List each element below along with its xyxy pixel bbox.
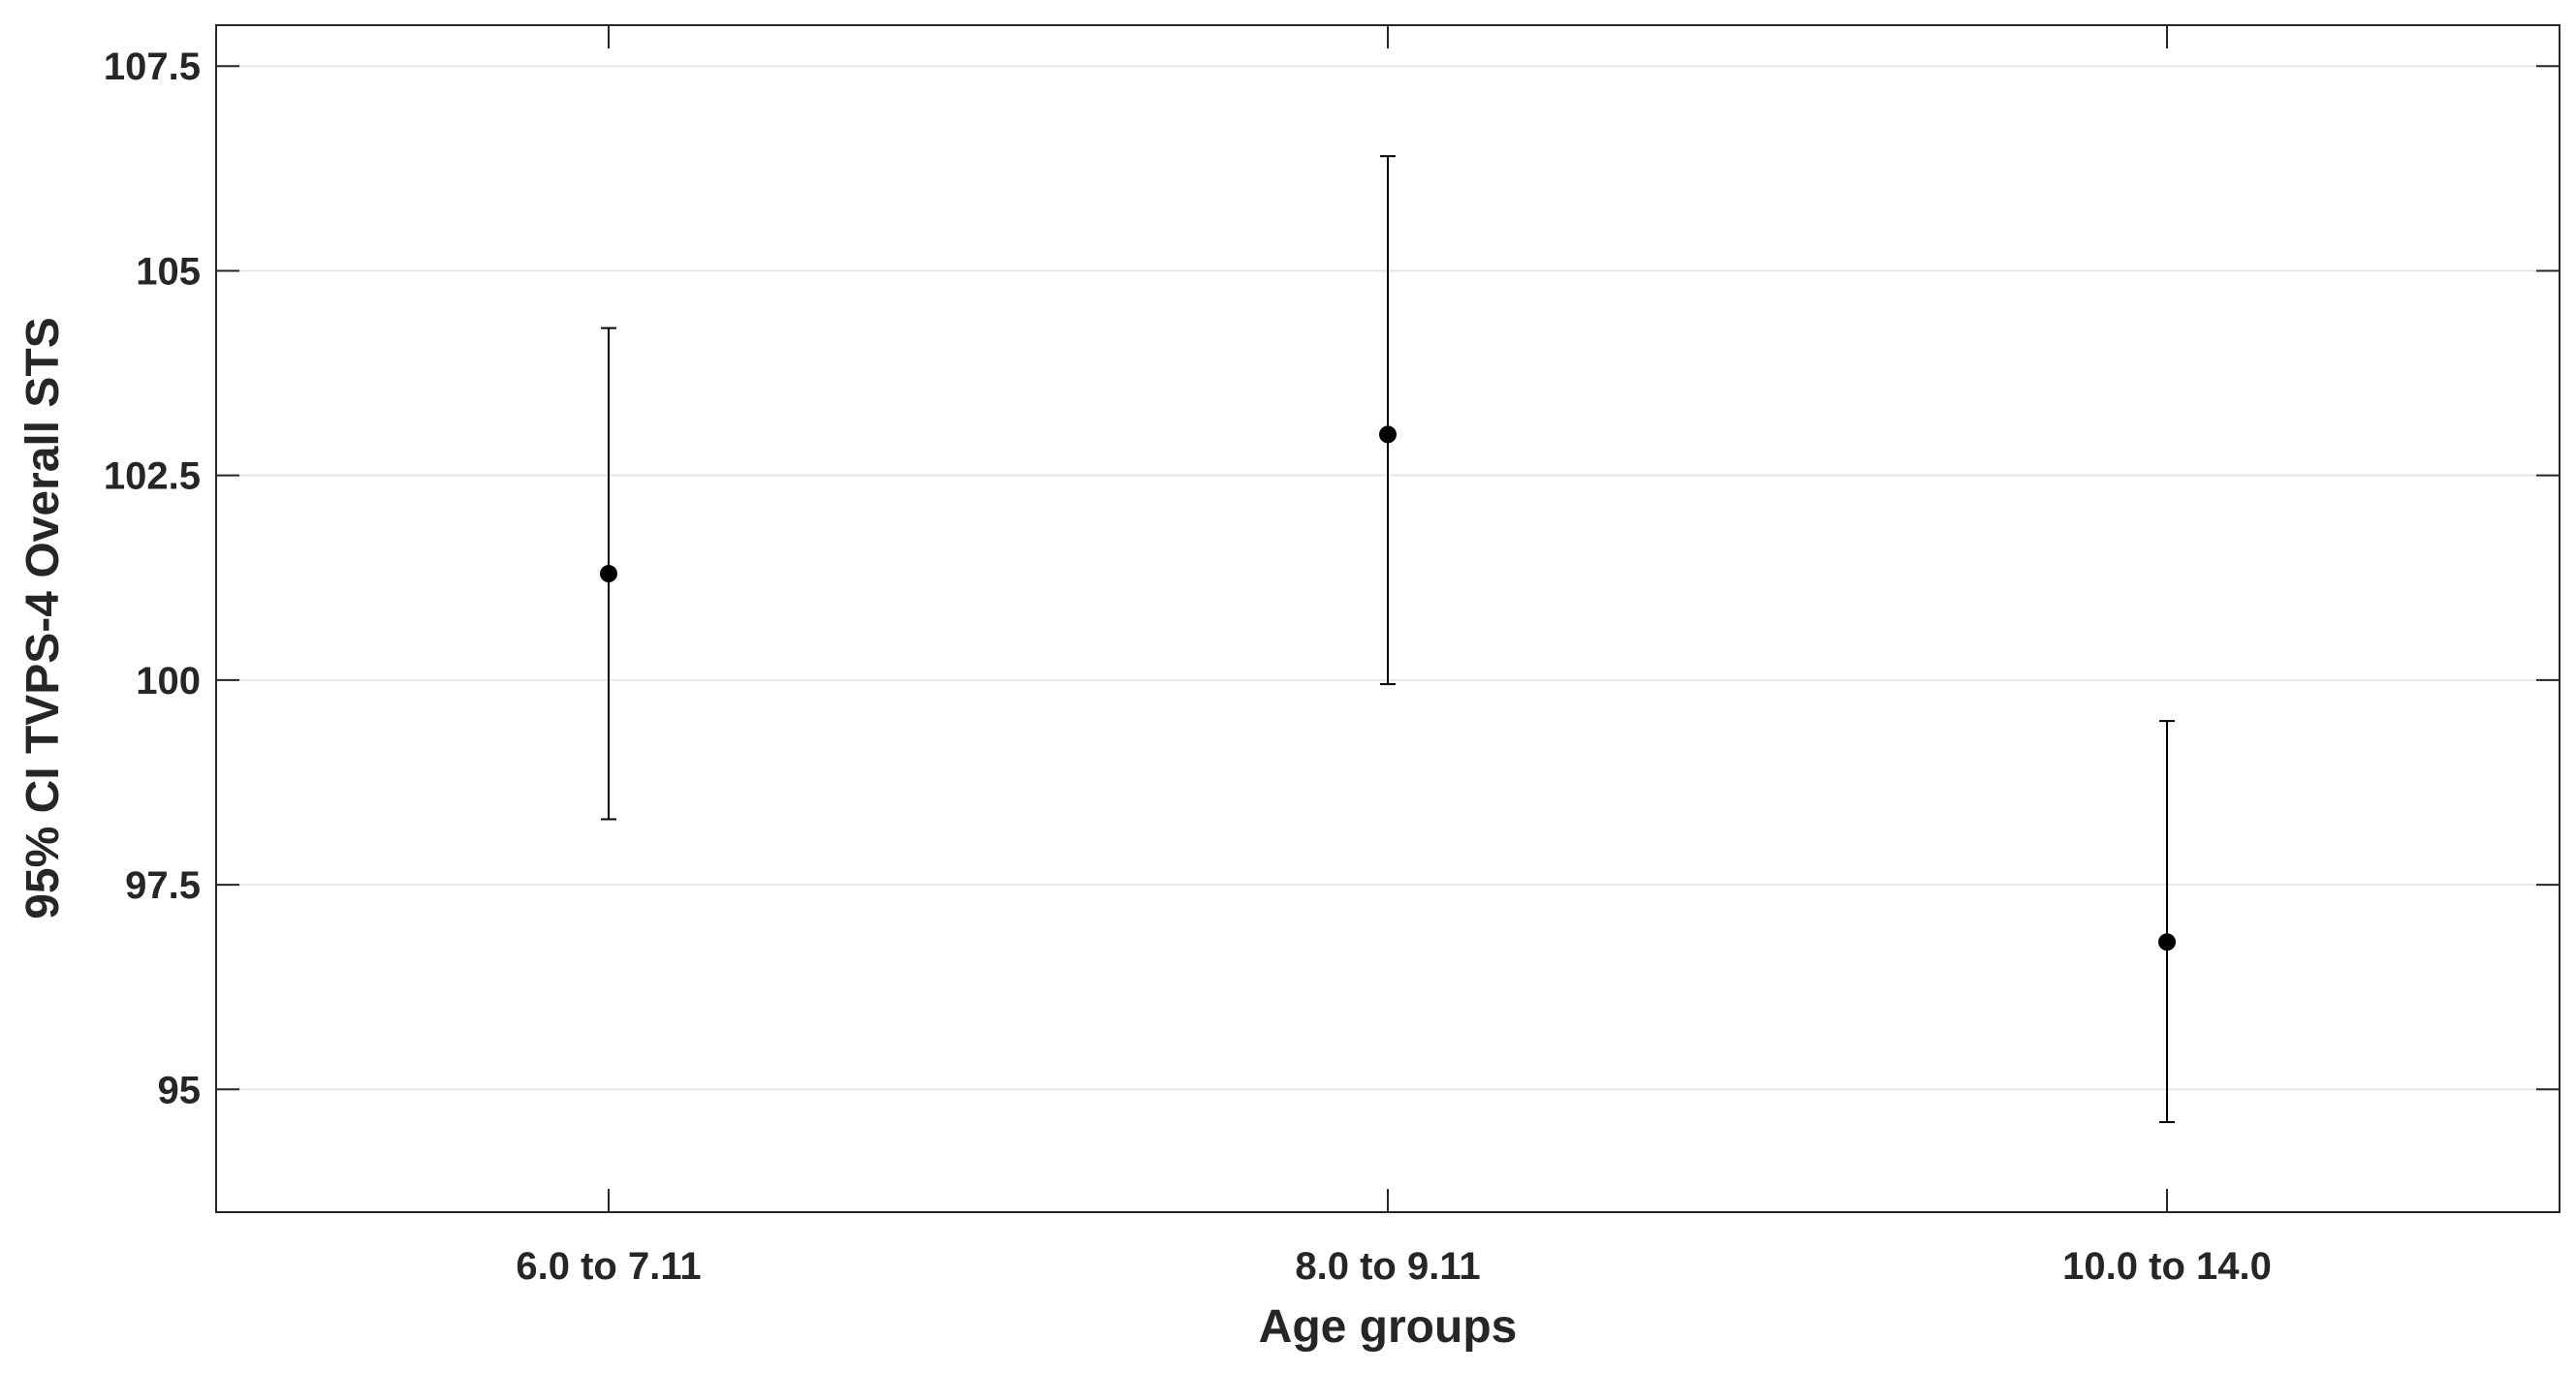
y-tick-label: 100 — [136, 660, 201, 702]
x-tick-label: 10.0 to 14.0 — [2062, 1245, 2272, 1288]
mean-point — [1379, 425, 1397, 444]
y-tick-label: 97.5 — [125, 864, 201, 907]
y-tick-label: 102.5 — [104, 455, 201, 498]
x-tick-label: 6.0 to 7.11 — [516, 1245, 701, 1288]
y-tick-label: 95 — [158, 1069, 202, 1111]
x-axis-title: Age groups — [1259, 1301, 1518, 1353]
x-tick-label: 8.0 to 9.11 — [1295, 1245, 1480, 1288]
y-tick-labels: 95 97.5 100 102.5 105 107.5 — [104, 46, 201, 1111]
mean-point — [2158, 933, 2176, 952]
y-axis-title: 95% CI TVPS-4 Overall STS — [17, 317, 69, 920]
x-tick-labels: 6.0 to 7.11 8.0 to 9.11 10.0 to 14.0 — [516, 1245, 2271, 1288]
axis-ticks — [216, 25, 2560, 1212]
mean-point — [600, 565, 617, 583]
data-marks — [600, 155, 2176, 1124]
y-tick-label: 105 — [136, 250, 201, 293]
y-tick-label: 107.5 — [104, 46, 201, 88]
